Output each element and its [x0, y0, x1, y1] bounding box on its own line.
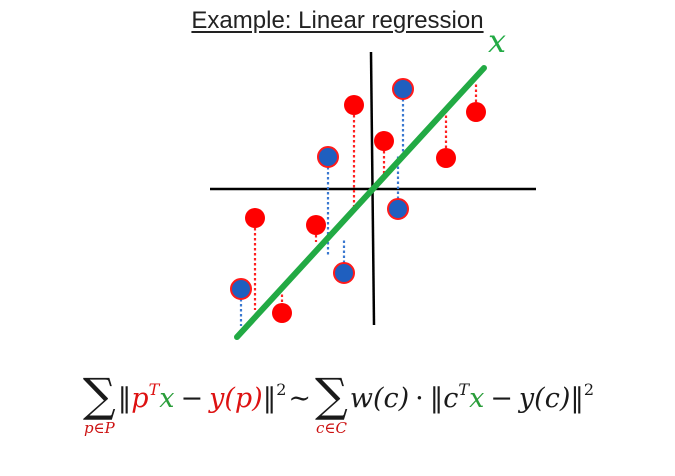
regression-formula: ∑ p∈P ‖pTx − y(p)‖2∼ ∑ c∈C w(c) · ‖cTx − y(c)‖… [0, 372, 675, 436]
red-point [272, 303, 292, 323]
left-sum-index: p∈P [83, 419, 115, 437]
regression-line [234, 65, 487, 340]
blue-points [230, 78, 414, 300]
vector-c: c [443, 383, 459, 414]
red-points [245, 95, 486, 323]
vector-x: x [159, 383, 175, 414]
red-point [436, 148, 456, 168]
right-sum: ∑ c∈C [315, 372, 348, 436]
sigma-symbol: ∑ [315, 368, 348, 422]
blue-point [230, 278, 252, 300]
regression-line-label: x [488, 22, 506, 60]
vector-x: x [469, 383, 485, 414]
blue-point [317, 146, 339, 168]
diagram-title: Example: Linear regression [191, 7, 484, 34]
label-y-p: y(p) [209, 383, 263, 414]
blue-point [392, 78, 414, 100]
red-point [245, 208, 265, 228]
weight-term: w(c) [349, 383, 410, 414]
label-y-c: y(c) [518, 383, 571, 414]
red-point [374, 131, 394, 151]
tilde-symbol: ∼ [288, 383, 312, 414]
vector-p: p [131, 383, 149, 414]
left-expression: ‖pTx − y(p)‖2∼ [117, 380, 312, 414]
right-sum-index: c∈C [315, 419, 347, 437]
red-point [466, 102, 486, 122]
right-expression: w(c) · ‖cTx − y(c)‖2 [349, 380, 595, 414]
red-point [306, 215, 326, 235]
blue-point [387, 198, 409, 220]
red-point [344, 95, 364, 115]
blue-point [333, 262, 355, 284]
sigma-symbol: ∑ [82, 368, 116, 422]
left-sum: ∑ p∈P [83, 372, 116, 436]
